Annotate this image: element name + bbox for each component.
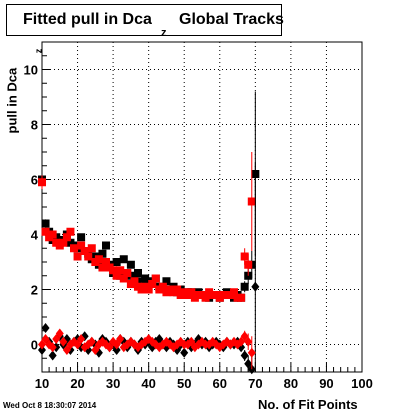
x-tick-label: 100 — [351, 376, 373, 391]
red-square-point — [116, 266, 125, 275]
y-tick-label: 6 — [31, 173, 38, 188]
red-square-point — [109, 266, 118, 275]
red-square-point — [62, 233, 71, 242]
chart-title-rest: Global Tracks — [179, 11, 284, 28]
red-square-point — [66, 227, 75, 236]
red-square-point — [70, 244, 78, 253]
red-square-point — [38, 178, 46, 187]
red-square-point — [48, 230, 57, 239]
y-tick-label: 0 — [31, 338, 38, 353]
x-axis-label: No. of Fit Points — [258, 397, 358, 412]
black-square-point — [41, 219, 50, 228]
x-tick-label: 40 — [141, 376, 155, 391]
red-square-point — [240, 252, 249, 261]
red-square-point — [80, 247, 89, 255]
black-square-point — [141, 274, 150, 283]
black-square-point — [134, 269, 142, 277]
black-diamond-point — [38, 345, 46, 355]
black-square-point — [119, 255, 128, 264]
black-diamond-point — [41, 323, 50, 333]
red-square-point — [123, 269, 132, 277]
x-tick-label: 70 — [248, 376, 262, 391]
chart-title-main: Fitted pull in Dca — [23, 11, 152, 28]
red-square-point — [112, 271, 121, 280]
red-square-point — [173, 285, 182, 294]
red-square-point — [244, 260, 253, 269]
red-square-point — [98, 263, 107, 272]
red-square-point — [77, 241, 86, 250]
y-axis-label-subscript: z — [33, 48, 44, 54]
red-diamond-point — [59, 336, 68, 347]
black-square-point — [240, 282, 249, 291]
black-square-point — [162, 277, 171, 286]
red-square-point — [148, 280, 157, 288]
red-square-point — [230, 288, 238, 297]
red-square-point — [144, 285, 153, 294]
black-square-point — [112, 258, 121, 266]
black-diamond-point — [251, 281, 260, 292]
x-tick-label: 30 — [106, 376, 120, 391]
black-square-point — [77, 233, 86, 242]
chart-title-subscript: z — [161, 27, 167, 39]
red-square-point — [247, 197, 256, 206]
y-axis-label: pull in Dca — [4, 67, 20, 134]
red-square-point — [59, 238, 68, 247]
axis-ticks: 10 20 30 40 50 60 70 80 90 100 0 2 4 6 8 10 — [24, 41, 373, 391]
red-square-point — [84, 252, 93, 261]
y-tick-label: 2 — [31, 283, 38, 298]
black-diamond-point — [48, 350, 57, 361]
black-square-point — [126, 260, 135, 269]
x-tick-label: 90 — [319, 376, 333, 391]
timestamp: Wed Oct 8 18:30:07 2014 — [3, 401, 97, 410]
red-square-point — [94, 255, 103, 264]
red-square-point — [158, 282, 167, 291]
y-tick-label: 4 — [31, 228, 39, 243]
red-diamond-point — [87, 336, 96, 347]
x-tick-label: 60 — [213, 376, 227, 391]
y-tick-label: 10 — [24, 63, 38, 78]
red-diamond-point — [247, 347, 256, 358]
red-diamond-point — [48, 342, 57, 353]
black-square-point — [102, 241, 110, 250]
data-points — [38, 91, 260, 375]
red-square-point — [151, 274, 160, 283]
red-diamond-point — [55, 328, 64, 339]
x-tick-label: 80 — [284, 376, 298, 391]
red-diamond-point — [244, 336, 253, 347]
plot-frame — [41, 41, 363, 373]
red-square-point — [87, 244, 96, 253]
red-diamond-point — [77, 334, 86, 344]
red-square-point — [41, 227, 50, 236]
red-square-point — [102, 258, 110, 266]
y-tick-label: 8 — [31, 118, 38, 133]
red-square-point — [237, 293, 246, 302]
red-square-point — [119, 274, 128, 283]
red-square-point — [187, 288, 196, 297]
red-square-point — [130, 277, 139, 286]
black-diamond-point — [180, 347, 189, 358]
black-square-point — [98, 249, 107, 258]
x-tick-label: 50 — [177, 376, 191, 391]
black-diamond-point — [112, 345, 121, 355]
x-tick-label: 10 — [35, 376, 49, 391]
red-square-point — [73, 252, 82, 261]
red-square-point — [201, 293, 210, 302]
red-diamond-point — [116, 334, 125, 344]
chart-title-box: Fitted pull in Dca z Global Tracks — [6, 4, 284, 39]
black-diamond-point — [240, 350, 249, 361]
x-tick-label: 20 — [70, 376, 84, 391]
